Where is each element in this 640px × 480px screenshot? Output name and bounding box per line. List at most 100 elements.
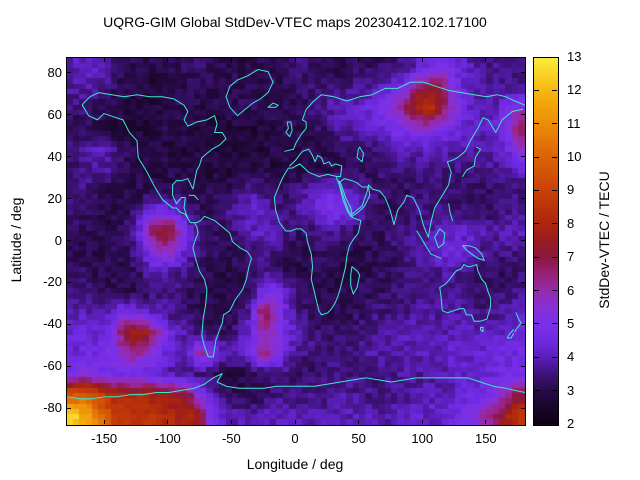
y-tick-mark [67, 323, 71, 325]
colorbar-tick-label: 7 [567, 249, 575, 265]
colorbar-tick-mark [552, 123, 557, 125]
colorbar-tick-mark [534, 390, 539, 392]
x-tick-mark [294, 420, 296, 424]
coastline-newguinea [463, 246, 485, 261]
y-tick-mark [67, 114, 71, 116]
y-tick-label: -80 [43, 400, 62, 416]
y-tick-mark [521, 323, 525, 325]
x-tick-label: 50 [351, 431, 366, 446]
coastline-asia-east [338, 109, 522, 237]
coastline-borneo [435, 229, 445, 248]
y-tick-mark [521, 365, 525, 367]
y-tick-mark [521, 114, 525, 116]
colorbar-tick-label: 13 [567, 49, 582, 64]
y-tick-mark [521, 72, 525, 74]
coastline-greenland [226, 70, 273, 116]
x-tick-label: -150 [91, 431, 118, 446]
y-tick-mark [521, 281, 525, 283]
colorbar-tick-mark [552, 89, 557, 91]
y-tick-mark [521, 407, 525, 409]
coastline-newzealand-north [515, 313, 521, 332]
x-tick-mark [485, 420, 487, 424]
coastline-britain [286, 122, 292, 137]
y-tick-label: 80 [47, 64, 62, 80]
coastline-arabia [339, 179, 370, 217]
colorbar-tick-mark [534, 356, 539, 358]
coastline-northamerica-east [82, 93, 226, 219]
colorbar-tick-mark [552, 390, 557, 392]
heatmap-canvas [67, 58, 525, 425]
colorbar-tick-mark [552, 356, 557, 358]
coastline-antarctica [67, 374, 525, 399]
x-tick-mark [358, 420, 360, 424]
coastline-americas-west [82, 105, 251, 357]
x-tick-label: -100 [154, 431, 181, 446]
colorbar-label: StdDev-VTEC / TECU [596, 171, 612, 309]
x-tick-label: 0 [291, 431, 299, 446]
colorbar-tick-mark [534, 290, 539, 292]
x-tick-label: -50 [221, 431, 241, 446]
colorbar-tick-mark [534, 189, 539, 191]
x-tick-label: 150 [474, 431, 497, 446]
colorbar-tick-mark [552, 156, 557, 158]
colorbar-tick-mark [552, 189, 557, 191]
plot-area [66, 57, 526, 426]
coastline-newzealand-south [507, 330, 513, 338]
y-tick-label: -20 [43, 274, 62, 290]
x-tick-mark [103, 58, 105, 62]
coastline-caspian [357, 147, 363, 162]
y-tick-label: -60 [43, 358, 62, 374]
coastlines-overlay [67, 58, 525, 425]
coastline-tasmania [480, 327, 483, 331]
y-tick-label: 60 [47, 106, 62, 122]
colorbar-tick-mark [534, 256, 539, 258]
x-tick-label: 100 [411, 431, 434, 446]
colorbar-tick-mark [534, 323, 539, 325]
colorbar-gradient [534, 58, 558, 425]
colorbar-tick-mark [534, 123, 539, 125]
y-tick-mark [521, 156, 525, 158]
coastline-iceland [268, 103, 278, 107]
colorbar-tick-label: 10 [567, 149, 582, 165]
y-tick-mark [521, 240, 525, 241]
y-tick-label: -40 [43, 316, 62, 332]
coastline-africa [274, 164, 361, 315]
y-tick-mark [521, 198, 525, 200]
x-tick-mark [103, 420, 105, 424]
y-tick-mark [67, 72, 71, 74]
colorbar-tick-mark [552, 323, 557, 325]
colorbar-tick-label: 6 [567, 282, 575, 298]
x-tick-mark [230, 58, 232, 62]
colorbar-tick-label: 3 [567, 382, 575, 398]
coastline-mediterranean [290, 149, 342, 176]
x-tick-mark [167, 58, 169, 62]
coastline-cuba [189, 195, 198, 199]
x-tick-mark [358, 58, 360, 62]
x-tick-mark [421, 420, 423, 424]
y-tick-mark [67, 156, 71, 158]
colorbar-tick-mark [552, 223, 557, 225]
colorbar-tick-label: 5 [567, 315, 575, 331]
coastline-japan [463, 147, 481, 176]
colorbar-tick-mark [534, 223, 539, 225]
x-tick-mark [421, 58, 423, 62]
colorbar-tick-mark [534, 156, 539, 158]
x-tick-mark [167, 420, 169, 424]
coastline-philippines [449, 204, 453, 221]
chart-title: UQRG-GIM Global StdDev-VTEC maps 2023041… [103, 14, 487, 30]
colorbar-tick-label: 2 [567, 416, 575, 431]
y-tick-mark [67, 281, 71, 283]
coastline-sumatra-java [417, 231, 441, 258]
colorbar-tick-label: 4 [567, 349, 575, 365]
x-tick-mark [294, 58, 296, 62]
x-tick-mark [485, 58, 487, 62]
y-tick-mark [67, 198, 71, 200]
colorbar-tick-label: 12 [567, 82, 582, 98]
coastline-eurasia-north [321, 82, 525, 105]
y-tick-mark [67, 407, 71, 409]
colorbar-tick-mark [534, 89, 539, 91]
x-tick-mark [230, 420, 232, 424]
coastline-madagascar [351, 267, 360, 294]
y-tick-mark [67, 240, 71, 241]
